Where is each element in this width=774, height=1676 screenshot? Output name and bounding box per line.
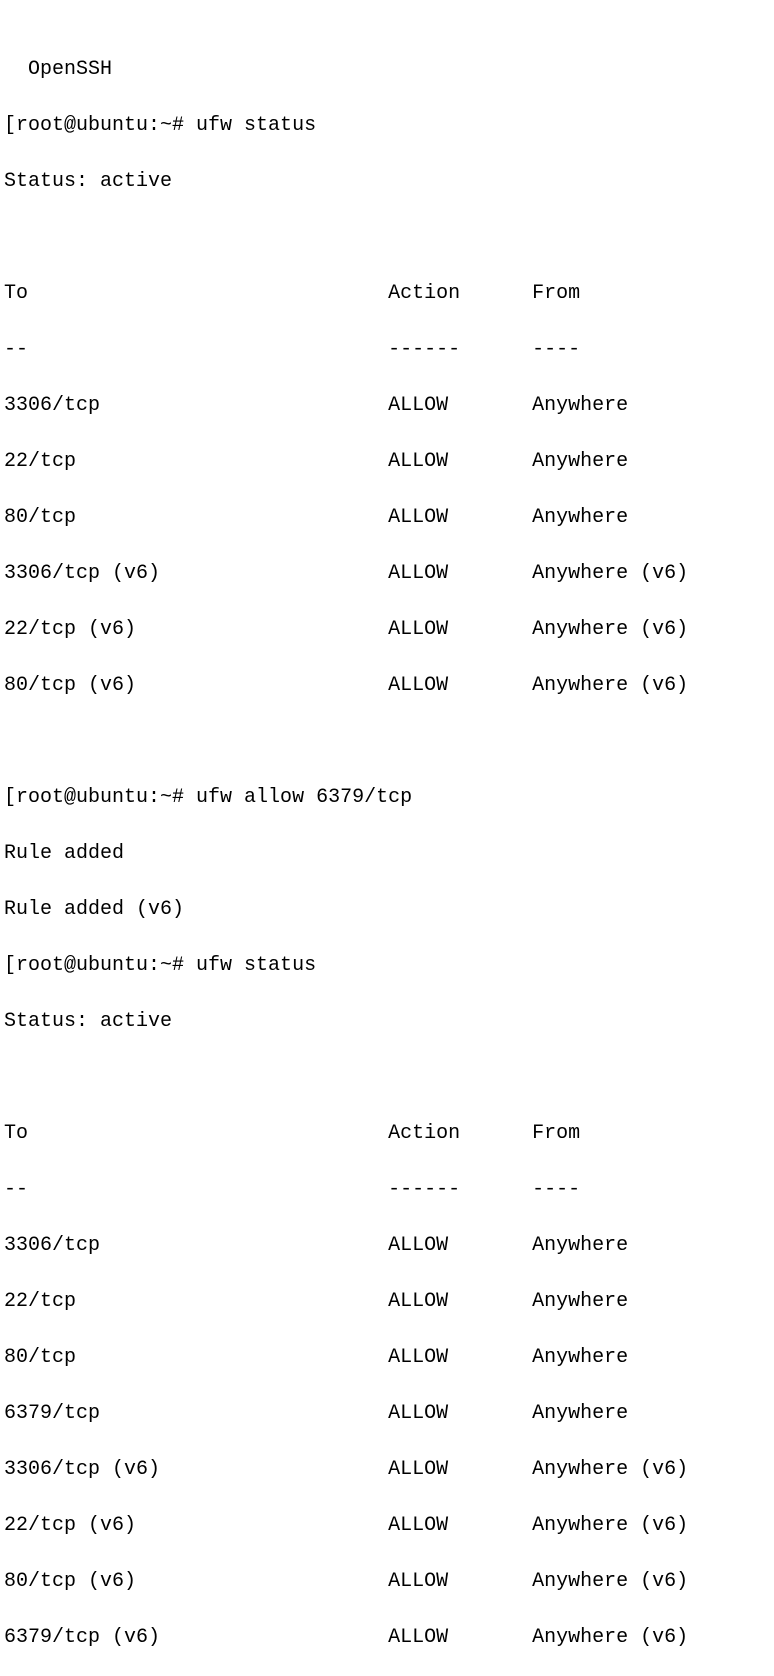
blank-line bbox=[4, 224, 770, 252]
ufw-table-header: To Action From bbox=[4, 1120, 770, 1148]
command-text: ufw allow 6379/tcp bbox=[196, 786, 412, 809]
blank-line bbox=[4, 1064, 770, 1092]
ufw-rule-row: 80/tcp ALLOW Anywhere bbox=[4, 504, 770, 532]
output-line: Status: active bbox=[4, 1008, 770, 1036]
ufw-rule-row: 80/tcp ALLOW Anywhere bbox=[4, 1344, 770, 1372]
output-line: Status: active bbox=[4, 168, 770, 196]
prompt-bracket: [ bbox=[4, 954, 16, 977]
prompt-bracket: [ bbox=[4, 114, 16, 137]
ufw-rule-row: 3306/tcp ALLOW Anywhere bbox=[4, 392, 770, 420]
blank-line bbox=[4, 728, 770, 756]
output-line: Rule added (v6) bbox=[4, 896, 770, 924]
prompt-bracket: [ bbox=[4, 786, 16, 809]
prompt-line: [root@ubuntu:~# ufw status bbox=[4, 952, 770, 980]
prompt-line: [root@ubuntu:~# ufw status bbox=[4, 112, 770, 140]
ufw-rule-row: 6379/tcp ALLOW Anywhere bbox=[4, 1400, 770, 1428]
ufw-rule-row: 6379/tcp (v6) ALLOW Anywhere (v6) bbox=[4, 1624, 770, 1652]
ufw-table-underline: -- ------ ---- bbox=[4, 336, 770, 364]
ufw-rule-row: 3306/tcp ALLOW Anywhere bbox=[4, 1232, 770, 1260]
ufw-rule-row: 22/tcp ALLOW Anywhere bbox=[4, 1288, 770, 1316]
prompt-line: [root@ubuntu:~# ufw allow 6379/tcp bbox=[4, 784, 770, 812]
command-text: ufw status bbox=[196, 954, 316, 977]
ufw-rule-row: 22/tcp (v6) ALLOW Anywhere (v6) bbox=[4, 1512, 770, 1540]
output-line: OpenSSH bbox=[4, 56, 770, 84]
ufw-rule-row: 22/tcp ALLOW Anywhere bbox=[4, 448, 770, 476]
ufw-rule-row: 3306/tcp (v6) ALLOW Anywhere (v6) bbox=[4, 560, 770, 588]
ufw-table-underline: -- ------ ---- bbox=[4, 1176, 770, 1204]
shell-prompt: root@ubuntu:~# bbox=[16, 954, 196, 977]
ufw-rule-row: 22/tcp (v6) ALLOW Anywhere (v6) bbox=[4, 616, 770, 644]
ufw-rule-row: 80/tcp (v6) ALLOW Anywhere (v6) bbox=[4, 672, 770, 700]
ufw-rule-row: 3306/tcp (v6) ALLOW Anywhere (v6) bbox=[4, 1456, 770, 1484]
shell-prompt: root@ubuntu:~# bbox=[16, 114, 196, 137]
output-line: Rule added bbox=[4, 840, 770, 868]
ufw-rule-row: 80/tcp (v6) ALLOW Anywhere (v6) bbox=[4, 1568, 770, 1596]
terminal-output[interactable]: OpenSSH [root@ubuntu:~# ufw status Statu… bbox=[0, 0, 774, 1676]
command-text: ufw status bbox=[196, 114, 316, 137]
shell-prompt: root@ubuntu:~# bbox=[16, 786, 196, 809]
ufw-table-header: To Action From bbox=[4, 280, 770, 308]
